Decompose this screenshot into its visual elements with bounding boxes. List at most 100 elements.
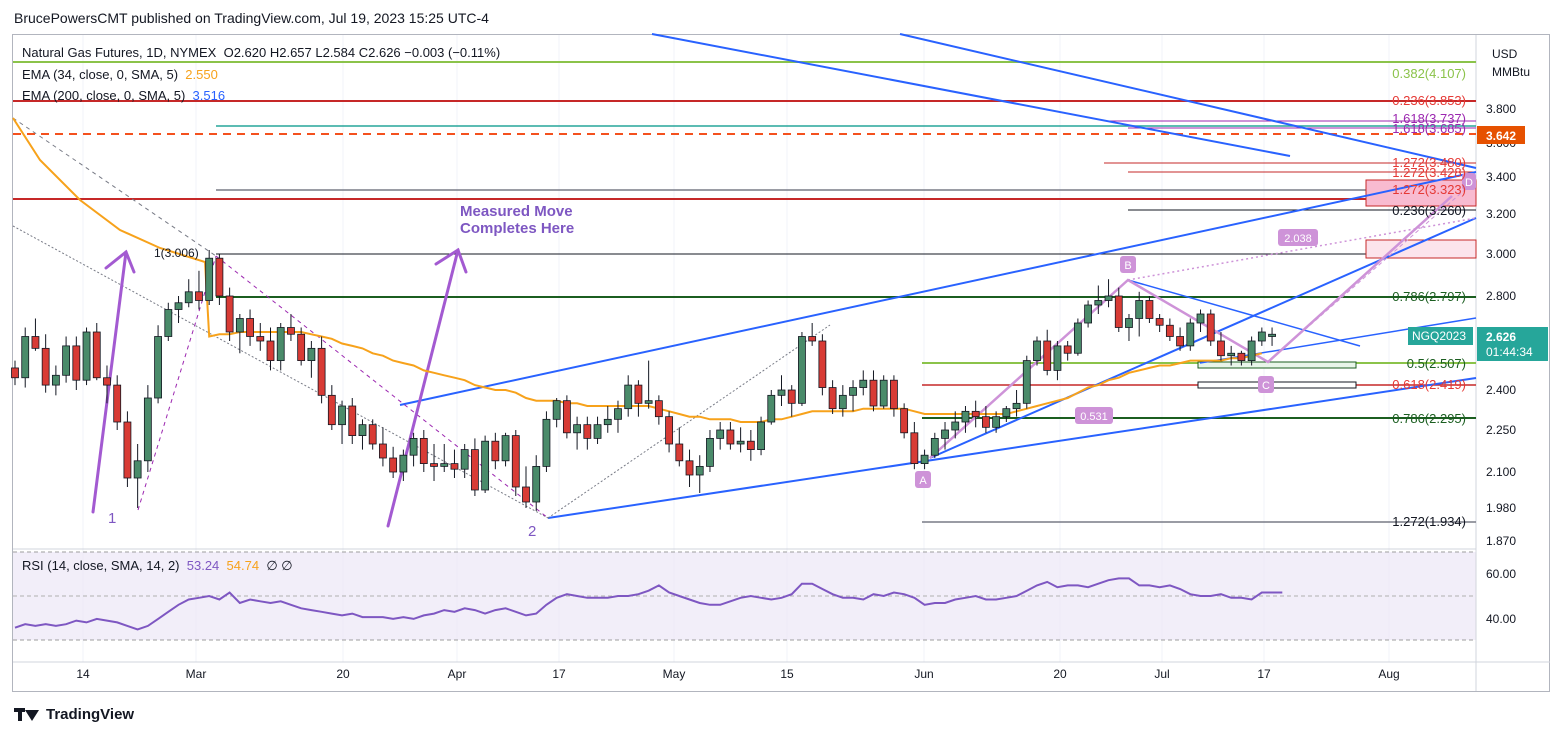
candle[interactable]: [1043, 329, 1052, 376]
symbol-legend[interactable]: Natural Gas Futures, 1D, NYMEX O2.620 H2…: [22, 45, 500, 60]
tradingview-footer[interactable]: TradingView: [14, 706, 134, 723]
candle[interactable]: [491, 432, 500, 470]
candle[interactable]: [941, 422, 949, 450]
support-zone-2507[interactable]: [1197, 361, 1357, 369]
candle[interactable]: [246, 309, 254, 346]
candle[interactable]: [184, 279, 193, 308]
chart-frame[interactable]: [12, 34, 1550, 692]
candle[interactable]: [736, 427, 745, 453]
candle[interactable]: [113, 375, 122, 430]
candle[interactable]: [307, 341, 316, 378]
candle[interactable]: [798, 332, 806, 406]
candle[interactable]: [195, 270, 203, 310]
candle[interactable]: [399, 449, 408, 481]
falling-wedge-line[interactable]: [1127, 279, 1361, 347]
candle[interactable]: [297, 327, 306, 366]
candle[interactable]: [1217, 332, 1225, 361]
candle[interactable]: [1053, 341, 1062, 381]
candle[interactable]: [21, 327, 30, 388]
candle[interactable]: [389, 446, 398, 478]
candle[interactable]: [654, 395, 663, 425]
candle[interactable]: [1165, 318, 1174, 342]
candle[interactable]: [1227, 345, 1236, 366]
candle[interactable]: [1145, 296, 1154, 323]
candle[interactable]: [890, 375, 898, 417]
candle[interactable]: [62, 336, 70, 383]
candle[interactable]: [1186, 318, 1195, 351]
candle[interactable]: [164, 302, 173, 341]
candle[interactable]: [92, 323, 101, 381]
candle[interactable]: [828, 380, 837, 414]
candle[interactable]: [276, 323, 285, 371]
candles[interactable]: [11, 250, 1276, 511]
candle[interactable]: [900, 403, 909, 439]
candle[interactable]: [123, 411, 132, 487]
candle[interactable]: [1063, 341, 1072, 361]
candle[interactable]: [133, 444, 142, 508]
last-price-tag[interactable]: [1477, 327, 1548, 361]
candle[interactable]: [624, 375, 633, 417]
candle[interactable]: [103, 365, 111, 404]
candle[interactable]: [481, 435, 490, 493]
candle[interactable]: [808, 323, 817, 346]
candle[interactable]: [879, 375, 888, 409]
candle[interactable]: [72, 336, 81, 391]
point-b-badge[interactable]: B: [1120, 256, 1136, 273]
candle[interactable]: [430, 444, 438, 481]
candle[interactable]: [951, 411, 960, 439]
candle[interactable]: [930, 432, 939, 458]
candle[interactable]: [787, 385, 796, 417]
candle[interactable]: [450, 449, 459, 478]
candle[interactable]: [338, 400, 346, 444]
candle[interactable]: [368, 419, 377, 450]
candle[interactable]: [982, 406, 990, 433]
candle[interactable]: [31, 318, 40, 351]
candle[interactable]: [583, 416, 592, 450]
candle[interactable]: [1196, 309, 1205, 333]
candle[interactable]: [542, 411, 551, 472]
candle[interactable]: [634, 380, 643, 417]
candle[interactable]: [215, 254, 224, 305]
candle[interactable]: [910, 422, 919, 470]
candle[interactable]: [1125, 314, 1133, 341]
candle[interactable]: [1268, 327, 1276, 346]
wedge-lower-line[interactable]: [1199, 317, 1477, 364]
candle[interactable]: [501, 432, 510, 467]
candle[interactable]: [511, 430, 520, 496]
candle[interactable]: [358, 419, 367, 450]
candle[interactable]: [777, 375, 786, 406]
candle[interactable]: [552, 398, 561, 428]
dashed-level-tag[interactable]: [1477, 126, 1525, 144]
candle[interactable]: [41, 334, 50, 393]
candle[interactable]: [1104, 279, 1113, 308]
candle[interactable]: [695, 455, 704, 493]
candle[interactable]: [409, 432, 418, 467]
candle[interactable]: [1022, 355, 1031, 409]
candle[interactable]: [225, 287, 234, 341]
candle[interactable]: [562, 395, 571, 439]
candle[interactable]: [327, 385, 336, 430]
candle[interactable]: [460, 444, 469, 478]
candle[interactable]: [971, 400, 980, 428]
candle[interactable]: [1257, 327, 1266, 346]
candle[interactable]: [154, 325, 162, 404]
candle[interactable]: [266, 327, 275, 371]
candle[interactable]: [1155, 314, 1164, 332]
candle[interactable]: [961, 406, 970, 433]
candle[interactable]: [317, 336, 326, 404]
candle[interactable]: [706, 430, 714, 472]
candle[interactable]: [767, 390, 776, 425]
candle[interactable]: [235, 314, 244, 354]
candle[interactable]: [205, 250, 214, 305]
point-d-badge[interactable]: D: [1462, 173, 1476, 190]
candle[interactable]: [379, 427, 387, 467]
candle[interactable]: [573, 416, 581, 450]
candle[interactable]: [174, 296, 183, 323]
candle[interactable]: [818, 334, 827, 396]
candle[interactable]: [1237, 350, 1246, 366]
candle[interactable]: [143, 385, 152, 472]
candle[interactable]: [1114, 287, 1123, 332]
candle[interactable]: [1206, 309, 1215, 346]
candle[interactable]: [1247, 336, 1256, 366]
candle[interactable]: [1094, 285, 1103, 315]
